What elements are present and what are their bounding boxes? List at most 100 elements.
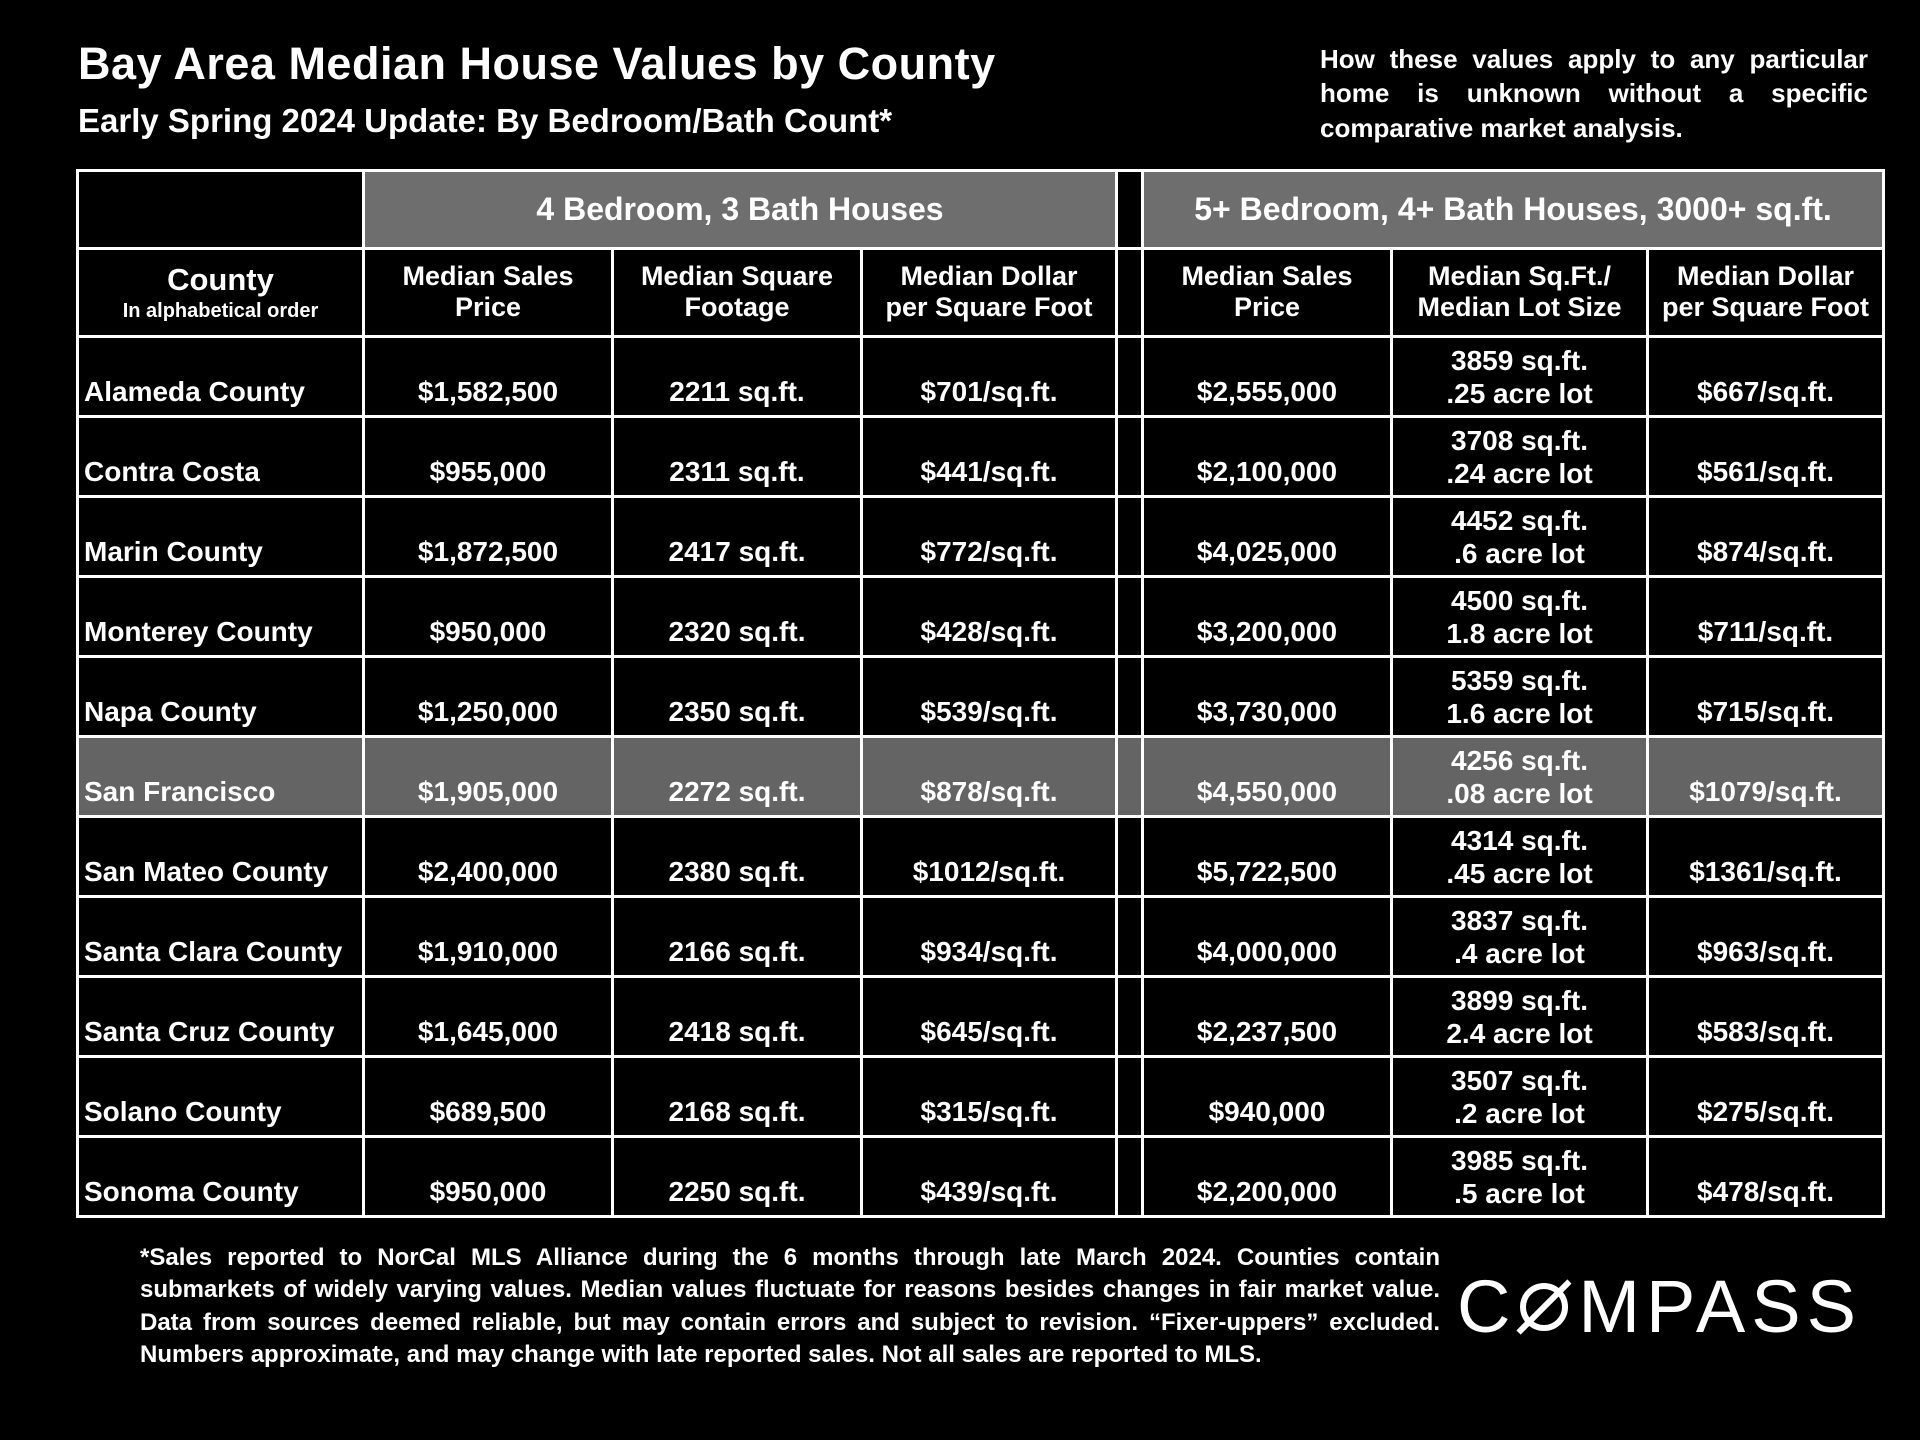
county-cell: Alameda County (76, 334, 365, 418)
g1-median-price-cell: $950,000 (362, 1134, 614, 1218)
g2-lot-cell: 3899 sq.ft. 2.4 acre lot (1390, 974, 1649, 1058)
separator-cell (1115, 494, 1144, 578)
g1-median-sqft-cell: 2168 sq.ft. (611, 1054, 863, 1138)
header-line: Footage (684, 292, 790, 323)
table-body: Alameda County $1,582,500 2211 sq.ft. $701/… (76, 334, 1885, 1218)
g1-median-sqft-cell: 2380 sq.ft. (611, 814, 863, 898)
g1-median-price-cell: $1,905,000 (362, 734, 614, 818)
g1-median-sqft-cell: 2311 sq.ft. (611, 414, 863, 498)
table-row: Solano County $689,500 2168 sq.ft. $315/sq.… (76, 1054, 1885, 1138)
table-row: Sonoma County $950,000 2250 sq.ft. $439/sq.… (76, 1134, 1885, 1218)
county-cell: Monterey County (76, 574, 365, 658)
g1-price-per-sqft-cell: $315/sq.ft. (860, 1054, 1118, 1138)
footnote: *Sales reported to NorCal MLS Alliance d… (140, 1243, 1440, 1369)
separator-cell (1115, 414, 1144, 498)
g1-median-sqft-cell: 2250 sq.ft. (611, 1134, 863, 1218)
table-row: San Francisco $1,905,000 2272 sq.ft. $878/s… (76, 734, 1885, 818)
column-header-g1-median-dollar-per-sqft: Median Dollar per Square Foot (860, 246, 1118, 338)
column-header-row: County In alphabetical order Median Sale… (76, 246, 1885, 338)
table-row: Santa Clara County $1,910,000 2166 sq.ft. $… (76, 894, 1885, 978)
g2-price-per-sqft-cell: $963/sq.ft. (1646, 894, 1885, 978)
g1-median-sqft-cell: 2320 sq.ft. (611, 574, 863, 658)
table-row: Santa Cruz County $1,645,000 2418 sq.ft. $6… (76, 974, 1885, 1058)
g2-lot-cell: 4256 sq.ft. .08 acre lot (1390, 734, 1649, 818)
header-separator-cell (1115, 246, 1144, 338)
g2-lot-size-line: .25 acre lot (1446, 377, 1593, 409)
g2-price-per-sqft-cell: $1361/sq.ft. (1646, 814, 1885, 898)
g1-price-per-sqft-cell: $428/sq.ft. (860, 574, 1118, 658)
g2-lot-cell: 3708 sq.ft. .24 acre lot (1390, 414, 1649, 498)
g1-price-per-sqft-cell: $539/sq.ft. (860, 654, 1118, 738)
g1-median-sqft-cell: 2211 sq.ft. (611, 334, 863, 418)
county-cell: Sonoma County (76, 1134, 365, 1218)
column-header-g2-median-sqft-lot-size: Median Sq.Ft./ Median Lot Size (1390, 246, 1649, 338)
g2-median-sqft-line: 4500 sq.ft. (1451, 584, 1588, 616)
county-cell: Marin County (76, 494, 365, 578)
separator-cell (1115, 1054, 1144, 1138)
header-line: per Square Foot (885, 292, 1093, 323)
g2-median-sqft-line: 3708 sq.ft. (1451, 424, 1588, 456)
g2-median-price-cell: $2,100,000 (1141, 414, 1393, 498)
title-block: Bay Area Median House Values by County E… (78, 38, 996, 140)
g2-lot-size-line: .2 acre lot (1454, 1097, 1585, 1129)
g2-price-per-sqft-cell: $583/sq.ft. (1646, 974, 1885, 1058)
header-line: Median Lot Size (1417, 292, 1622, 323)
g2-lot-size-line: .45 acre lot (1446, 857, 1593, 889)
g2-median-sqft-line: 5359 sq.ft. (1451, 664, 1588, 696)
column-header-g1-median-sales-price: Median Sales Price (362, 246, 614, 338)
g1-median-price-cell: $2,400,000 (362, 814, 614, 898)
table-row: Napa County $1,250,000 2350 sq.ft. $539/sq.… (76, 654, 1885, 738)
g2-lot-size-line: 2.4 acre lot (1446, 1017, 1593, 1049)
g1-median-price-cell: $1,250,000 (362, 654, 614, 738)
group-separator-cell (1115, 168, 1144, 250)
header-line: Price (1233, 292, 1301, 323)
g2-median-sqft-line: 3507 sq.ft. (1451, 1064, 1588, 1096)
g2-lot-cell: 3859 sq.ft. .25 acre lot (1390, 334, 1649, 418)
group-header-4bed-3bath: 4 Bedroom, 3 Bath Houses (362, 168, 1118, 250)
g2-median-sqft-line: 3859 sq.ft. (1451, 344, 1588, 376)
g2-median-price-cell: $940,000 (1141, 1054, 1393, 1138)
separator-cell (1115, 574, 1144, 658)
g2-price-per-sqft-cell: $561/sq.ft. (1646, 414, 1885, 498)
g2-median-price-cell: $4,000,000 (1141, 894, 1393, 978)
g2-lot-size-line: 1.8 acre lot (1446, 617, 1593, 649)
g2-lot-size-line: 1.6 acre lot (1446, 697, 1593, 729)
separator-cell (1115, 334, 1144, 418)
group-header-5bed-4bath: 5+ Bedroom, 4+ Bath Houses, 3000+ sq.ft. (1141, 168, 1885, 250)
county-cell: San Francisco (76, 734, 365, 818)
county-cell: Santa Clara County (76, 894, 365, 978)
header: Bay Area Median House Values by County E… (0, 0, 1920, 145)
g1-median-price-cell: $1,645,000 (362, 974, 614, 1058)
g2-lot-cell: 4314 sq.ft. .45 acre lot (1390, 814, 1649, 898)
header-line: Median Sales (402, 261, 574, 292)
compass-logo-letters-mpass: MPASS (1578, 1264, 1862, 1348)
g2-price-per-sqft-cell: $1079/sq.ft. (1646, 734, 1885, 818)
table-row: Monterey County $950,000 2320 sq.ft. $428/s… (76, 574, 1885, 658)
g2-median-sqft-line: 4452 sq.ft. (1451, 504, 1588, 536)
page-subtitle: Early Spring 2024 Update: By Bedroom/Bat… (78, 102, 893, 139)
g1-price-per-sqft-cell: $1012/sq.ft. (860, 814, 1118, 898)
g2-median-sqft-line: 3985 sq.ft. (1451, 1144, 1588, 1176)
g1-price-per-sqft-cell: $439/sq.ft. (860, 1134, 1118, 1218)
g1-price-per-sqft-cell: $701/sq.ft. (860, 334, 1118, 418)
g2-price-per-sqft-cell: $715/sq.ft. (1646, 654, 1885, 738)
g2-lot-size-line: .08 acre lot (1446, 777, 1593, 809)
g2-lot-size-line: .6 acre lot (1454, 537, 1585, 569)
county-cell: Napa County (76, 654, 365, 738)
separator-cell (1115, 974, 1144, 1058)
column-header-g1-median-square-footage: Median Square Footage (611, 246, 863, 338)
g2-median-sqft-line: 3899 sq.ft. (1451, 984, 1588, 1016)
g1-median-price-cell: $950,000 (362, 574, 614, 658)
table-row: Contra Costa $955,000 2311 sq.ft. $441/sq.f… (76, 414, 1885, 498)
header-line: Median Square (640, 261, 834, 292)
g2-median-price-cell: $2,237,500 (1141, 974, 1393, 1058)
g2-lot-cell: 5359 sq.ft. 1.6 acre lot (1390, 654, 1649, 738)
g1-median-sqft-cell: 2272 sq.ft. (611, 734, 863, 818)
g2-price-per-sqft-cell: $874/sq.ft. (1646, 494, 1885, 578)
table-row: Marin County $1,872,500 2417 sq.ft. $772/sq… (76, 494, 1885, 578)
g1-median-sqft-cell: 2350 sq.ft. (611, 654, 863, 738)
county-column-header: County In alphabetical order (76, 246, 365, 338)
g2-median-price-cell: $2,200,000 (1141, 1134, 1393, 1218)
g2-price-per-sqft-cell: $275/sq.ft. (1646, 1054, 1885, 1138)
g2-median-price-cell: $3,730,000 (1141, 654, 1393, 738)
